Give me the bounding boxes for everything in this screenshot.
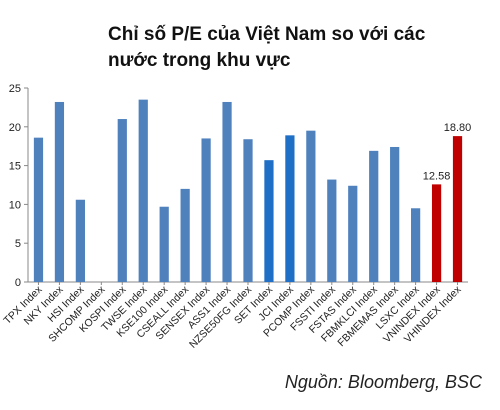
y-tick-label-2: 10 (9, 199, 21, 211)
bar-13 (306, 130, 316, 282)
bar-11 (264, 160, 274, 282)
bar-15 (348, 185, 358, 282)
bar-0 (33, 137, 44, 282)
y-tick-label-1: 5 (15, 238, 21, 250)
data-label-19: 12.58 (423, 170, 451, 182)
chart-title-line2: nước trong khu vực (108, 50, 291, 71)
bar-18 (411, 208, 421, 282)
bar-8 (201, 138, 211, 282)
y-tick-label-5: 25 (9, 83, 21, 95)
bar-10 (243, 139, 253, 282)
chart-title-line1: Chỉ số P/E của Việt Nam so với các (108, 24, 426, 45)
y-tick-label-0: 0 (15, 277, 21, 289)
bar-19 (431, 184, 442, 282)
bar-7 (180, 188, 190, 282)
bar-5 (138, 99, 148, 282)
data-label-20: 18.80 (444, 122, 472, 134)
bar-9 (222, 101, 232, 282)
source-note: Nguồn: Bloomberg, BSC (284, 372, 482, 392)
bar-1 (54, 101, 65, 282)
bar-4 (117, 119, 127, 282)
bar-14 (327, 179, 337, 282)
y-tick-label-4: 20 (9, 122, 21, 134)
bar-20 (452, 136, 463, 282)
bar-2 (75, 199, 85, 282)
bar-6 (159, 206, 169, 282)
y-tick-label-3: 15 (9, 161, 21, 173)
bar-17 (390, 146, 400, 282)
bar-12 (285, 135, 295, 282)
bar-16 (369, 150, 379, 282)
